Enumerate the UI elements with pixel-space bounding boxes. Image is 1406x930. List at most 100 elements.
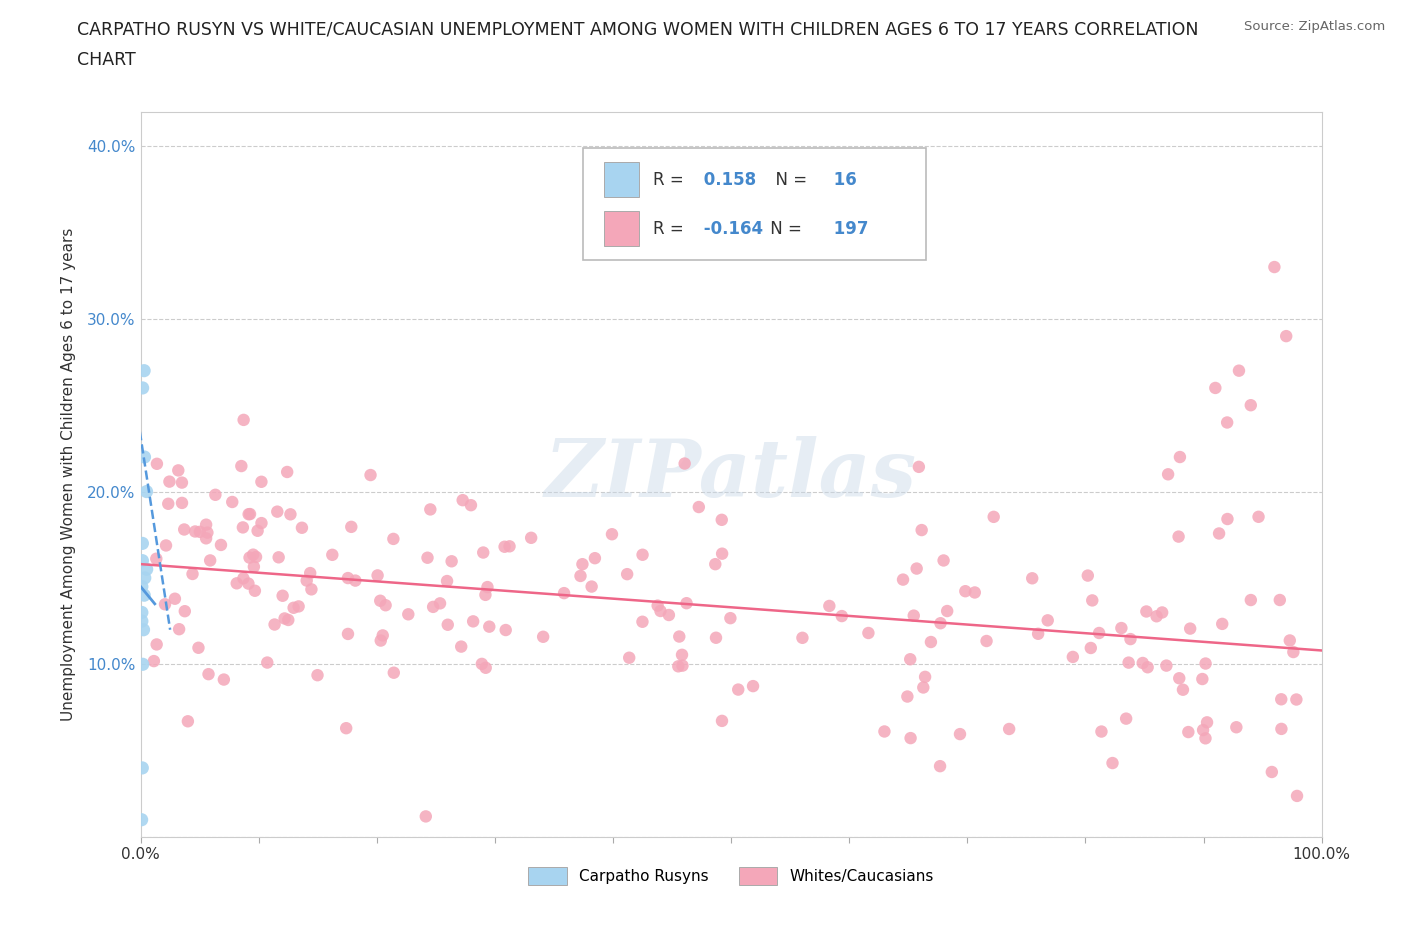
Point <box>1021 571 1043 586</box>
Point <box>198 553 221 568</box>
Point <box>673 456 696 471</box>
Point <box>711 546 734 561</box>
Point <box>157 497 180 512</box>
Point <box>307 668 329 683</box>
Point <box>267 550 290 565</box>
Point <box>382 531 405 546</box>
Point <box>153 597 176 612</box>
Point <box>1192 723 1215 737</box>
Point <box>360 468 382 483</box>
Point <box>711 713 734 728</box>
Point <box>250 474 273 489</box>
Text: -0.164: -0.164 <box>697 220 763 238</box>
Legend: Carpatho Rusyns, Whites/Caucasians: Carpatho Rusyns, Whites/Caucasians <box>522 861 941 891</box>
Point <box>238 507 260 522</box>
Point <box>1080 641 1102 656</box>
Point <box>718 611 741 626</box>
Point <box>336 627 359 642</box>
Point <box>704 557 727 572</box>
Point <box>1157 467 1180 482</box>
FancyBboxPatch shape <box>583 148 927 260</box>
Point <box>1216 415 1239 430</box>
Point <box>1168 449 1191 464</box>
Point <box>232 520 254 535</box>
Point <box>167 622 190 637</box>
Point <box>132 622 155 637</box>
Point <box>245 550 267 565</box>
Point <box>225 576 247 591</box>
Point <box>495 622 517 637</box>
Point <box>1167 529 1189 544</box>
Point <box>671 658 693 673</box>
Point <box>1136 659 1159 674</box>
Point <box>173 604 195 618</box>
Point <box>283 601 305 616</box>
Point <box>710 512 733 527</box>
Point <box>955 584 977 599</box>
Point <box>911 523 934 538</box>
Point <box>295 573 318 588</box>
Point <box>134 449 156 464</box>
Point <box>184 524 207 538</box>
Point <box>135 485 157 499</box>
Text: Source: ZipAtlas.com: Source: ZipAtlas.com <box>1244 20 1385 33</box>
Point <box>436 618 458 632</box>
Point <box>1194 731 1216 746</box>
Point <box>344 573 367 588</box>
Point <box>1088 626 1111 641</box>
Y-axis label: Unemployment Among Women with Children Ages 6 to 17 years: Unemployment Among Women with Children A… <box>60 228 76 721</box>
Point <box>647 598 669 613</box>
Point <box>195 531 218 546</box>
Point <box>929 616 952 631</box>
Point <box>155 538 177 553</box>
Point <box>650 604 672 618</box>
Point <box>1268 592 1291 607</box>
Point <box>131 812 153 827</box>
Point <box>134 570 156 585</box>
Point <box>1227 364 1250 379</box>
Point <box>271 589 294 604</box>
Point <box>440 554 463 569</box>
Point <box>242 547 264 562</box>
Point <box>1119 631 1142 646</box>
Point <box>188 525 211 539</box>
Point <box>195 517 218 532</box>
Point <box>792 631 814 645</box>
Point <box>1036 613 1059 628</box>
Point <box>675 596 697 611</box>
Point <box>531 630 554 644</box>
Point <box>873 724 896 739</box>
Point <box>367 568 389 583</box>
Text: ZIPatlas: ZIPatlas <box>546 435 917 513</box>
Point <box>688 499 710 514</box>
Point <box>1240 398 1263 413</box>
Point <box>429 596 451 611</box>
Point <box>1115 711 1137 726</box>
Point <box>569 568 592 583</box>
Point <box>231 458 253 473</box>
Point <box>914 670 936 684</box>
Point <box>932 553 955 568</box>
Text: CARPATHO RUSYN VS WHITE/CAUCASIAN UNEMPLOYMENT AMONG WOMEN WITH CHILDREN AGES 6 : CARPATHO RUSYN VS WHITE/CAUCASIAN UNEMPL… <box>77 20 1199 38</box>
Point <box>983 510 1005 525</box>
Point <box>1194 656 1216 671</box>
Point <box>666 658 689 673</box>
Point <box>221 495 243 510</box>
Point <box>903 608 925 623</box>
Point <box>451 493 474 508</box>
Point <box>1168 671 1191 685</box>
Point <box>616 566 638 581</box>
Point <box>900 731 922 746</box>
Point <box>742 679 765 694</box>
Point <box>1278 633 1301 648</box>
Text: R =: R = <box>654 220 683 238</box>
Point <box>238 551 260 565</box>
Point <box>998 722 1021 737</box>
Point <box>335 721 357 736</box>
Point <box>704 631 727 645</box>
Point <box>370 633 392 648</box>
Point <box>145 637 167 652</box>
Point <box>243 583 266 598</box>
Point <box>374 598 396 613</box>
Point <box>1177 724 1199 739</box>
